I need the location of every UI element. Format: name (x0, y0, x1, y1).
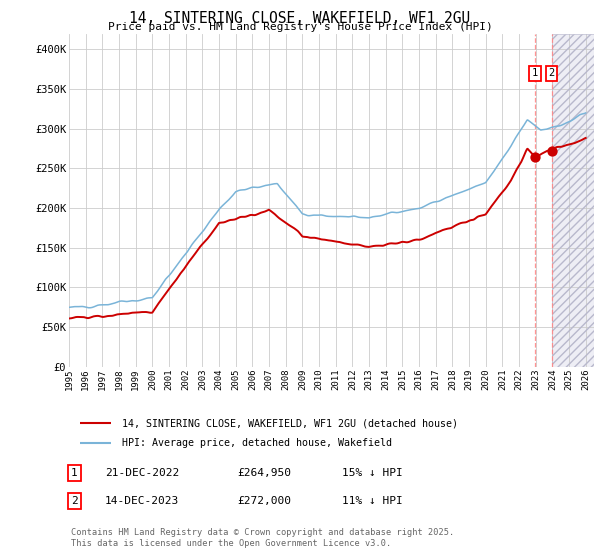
Text: 1: 1 (532, 68, 538, 78)
Point (530, 152, 540, 161)
Text: 14, SINTERING CLOSE, WAKEFIELD, WF1 2GU: 14, SINTERING CLOSE, WAKEFIELD, WF1 2GU (130, 11, 470, 26)
Text: £272,000: £272,000 (237, 496, 291, 506)
Bar (551, 34, 600, 367)
Text: 2: 2 (71, 496, 77, 506)
Bar (551, 34, 600, 367)
Text: 14, SINTERING CLOSE, WAKEFIELD, WF1 2GU (detached house): 14, SINTERING CLOSE, WAKEFIELD, WF1 2GU … (121, 418, 458, 428)
Text: £264,950: £264,950 (237, 468, 291, 478)
Point (547, 147, 556, 156)
Text: 21-DEC-2022: 21-DEC-2022 (105, 468, 179, 478)
Text: Price paid vs. HM Land Registry's House Price Index (HPI): Price paid vs. HM Land Registry's House … (107, 22, 493, 32)
Text: 1: 1 (71, 468, 77, 478)
Text: 14-DEC-2023: 14-DEC-2023 (105, 496, 179, 506)
Text: HPI: Average price, detached house, Wakefield: HPI: Average price, detached house, Wake… (121, 438, 392, 448)
Text: 11% ↓ HPI: 11% ↓ HPI (342, 496, 403, 506)
Text: Contains HM Land Registry data © Crown copyright and database right 2025.
This d: Contains HM Land Registry data © Crown c… (71, 528, 454, 548)
Text: 2: 2 (548, 68, 555, 78)
Text: 15% ↓ HPI: 15% ↓ HPI (342, 468, 403, 478)
